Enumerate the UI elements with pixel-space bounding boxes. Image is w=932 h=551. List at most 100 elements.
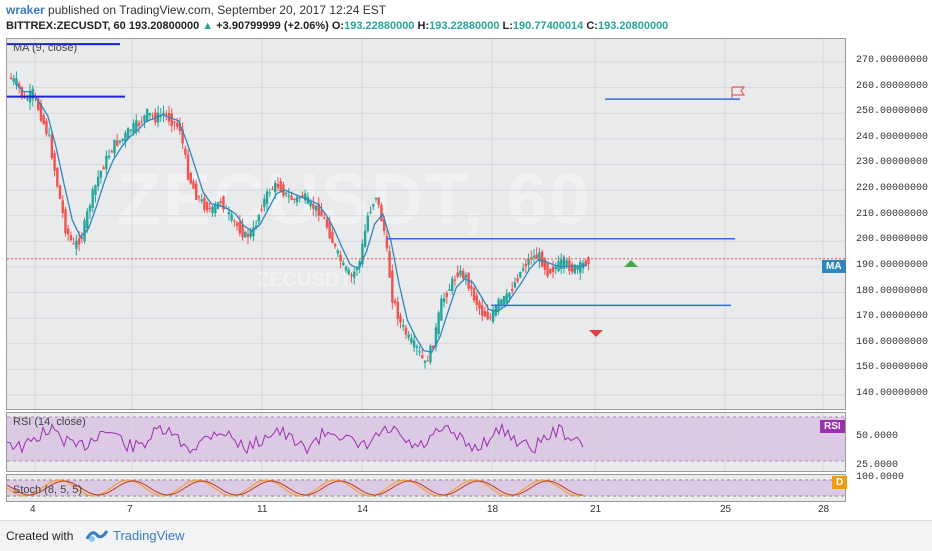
rsi-axis[interactable]: RSI 50.0000 25.0000 — [820, 412, 932, 472]
candle-body — [12, 78, 15, 82]
time-tick: 14 — [357, 504, 369, 515]
candle-body — [293, 198, 296, 200]
ma-line — [14, 82, 588, 354]
candle-body — [47, 134, 51, 136]
candle-body — [156, 112, 160, 123]
candle-body — [241, 224, 244, 238]
price-tick: 200.00000000 — [856, 234, 929, 246]
open-label: O: — [331, 20, 345, 32]
change-value: +3.90799999 (+2.06%) — [216, 20, 329, 32]
price-tick: 140.00000000 — [856, 388, 929, 399]
candle-body — [303, 193, 307, 201]
candle-body — [37, 98, 40, 110]
price-tick: 260.00000000 — [856, 80, 929, 92]
stoch-pane[interactable]: Stoch (8, 5, 5) — [6, 474, 846, 502]
time-tick: 18 — [487, 504, 499, 515]
rsi-indicator-label[interactable]: RSI (14, close) — [13, 416, 86, 428]
candle-body — [170, 113, 173, 126]
author-name[interactable]: wraker — [6, 3, 45, 17]
candle-body — [246, 233, 250, 237]
candle-body — [363, 230, 367, 247]
candle-body — [481, 305, 484, 316]
candle-body — [396, 302, 399, 319]
candle-body — [61, 200, 64, 214]
rsi-pane[interactable]: RSI (14, close) — [6, 412, 846, 472]
candle-body — [124, 132, 127, 142]
candle-body — [263, 198, 266, 208]
ma-indicator-label[interactable]: MA (9, close) — [13, 42, 78, 54]
candle-body — [64, 209, 67, 234]
stoch-indicator-label[interactable]: Stoch (8, 5, 5) — [13, 484, 83, 496]
candle-body — [339, 254, 342, 262]
candle-body — [219, 201, 222, 203]
candle-body — [431, 345, 435, 349]
candle-body — [15, 78, 18, 86]
candle-body — [80, 237, 84, 239]
ma-badge: MA — [822, 259, 846, 273]
price-pane[interactable]: ZECUSDT, 60 ZECUSDT MA (9, close) — [6, 38, 846, 410]
candle-body — [175, 122, 179, 127]
candle-body — [132, 122, 135, 133]
candle-body — [505, 293, 508, 304]
time-axis[interactable]: 4 7 11 14 18 21 25 28 — [6, 502, 846, 518]
stoch-axis[interactable]: D 100.0000 — [832, 472, 932, 502]
candle-body — [366, 215, 370, 232]
candle-body — [265, 191, 269, 205]
candle-body — [448, 289, 451, 291]
price-tick: 240.00000000 — [856, 131, 929, 143]
candle-body — [486, 311, 489, 320]
candle-body — [99, 170, 103, 178]
candle-body — [510, 289, 514, 291]
candle-body — [75, 240, 78, 249]
open-value: 193.22880000 — [344, 20, 415, 32]
candle-body — [268, 192, 271, 194]
candle-body — [426, 360, 429, 362]
candle-body — [274, 182, 277, 193]
candle-body — [192, 181, 195, 189]
candle-body — [284, 192, 288, 195]
price-tick: 160.00000000 — [856, 336, 929, 348]
candle-body — [279, 181, 282, 193]
price-tick: 220.00000000 — [856, 183, 929, 195]
candle-body — [287, 195, 291, 197]
candle-body — [527, 258, 530, 265]
price-tick: 210.00000000 — [856, 208, 929, 220]
stoch-d-line — [7, 480, 584, 496]
candle-body — [91, 189, 94, 208]
candle-body — [562, 256, 566, 269]
candle-body — [72, 243, 75, 245]
stoch-badge: D — [832, 476, 848, 489]
candle-body — [489, 316, 492, 318]
candle-body — [186, 154, 190, 180]
candle-body — [369, 211, 372, 213]
candle-body — [355, 268, 359, 271]
candle-body — [126, 128, 130, 140]
candle-body — [478, 302, 481, 309]
candle-body — [249, 230, 252, 237]
candle-body — [290, 195, 293, 200]
candle-body — [254, 225, 258, 229]
candle-body — [205, 202, 209, 211]
candle-body — [39, 103, 43, 121]
candle-body — [320, 209, 323, 217]
candle-body — [461, 270, 465, 279]
candle-body — [451, 278, 454, 292]
candle-body — [423, 360, 427, 363]
candle-body — [314, 205, 318, 211]
close-value: 193.20800000 — [597, 20, 669, 32]
price-axis[interactable]: 270.00000000 260.00000000 250.00000000 240.… — [822, 38, 932, 410]
tradingview-brand[interactable]: TradingView — [113, 528, 185, 543]
candle-body — [26, 98, 29, 100]
candle-body — [295, 196, 299, 203]
candle-body — [53, 153, 56, 171]
tradingview-logo-icon[interactable] — [86, 527, 108, 543]
candle-body — [540, 251, 544, 267]
candle-body — [437, 312, 440, 335]
price-chart-svg[interactable] — [7, 39, 845, 409]
candle-body — [200, 199, 203, 202]
candle-body — [565, 260, 568, 266]
candle-body — [50, 134, 54, 159]
candle-body — [42, 115, 45, 124]
price-tick: 230.00000000 — [856, 157, 929, 169]
candle-body — [388, 251, 391, 278]
